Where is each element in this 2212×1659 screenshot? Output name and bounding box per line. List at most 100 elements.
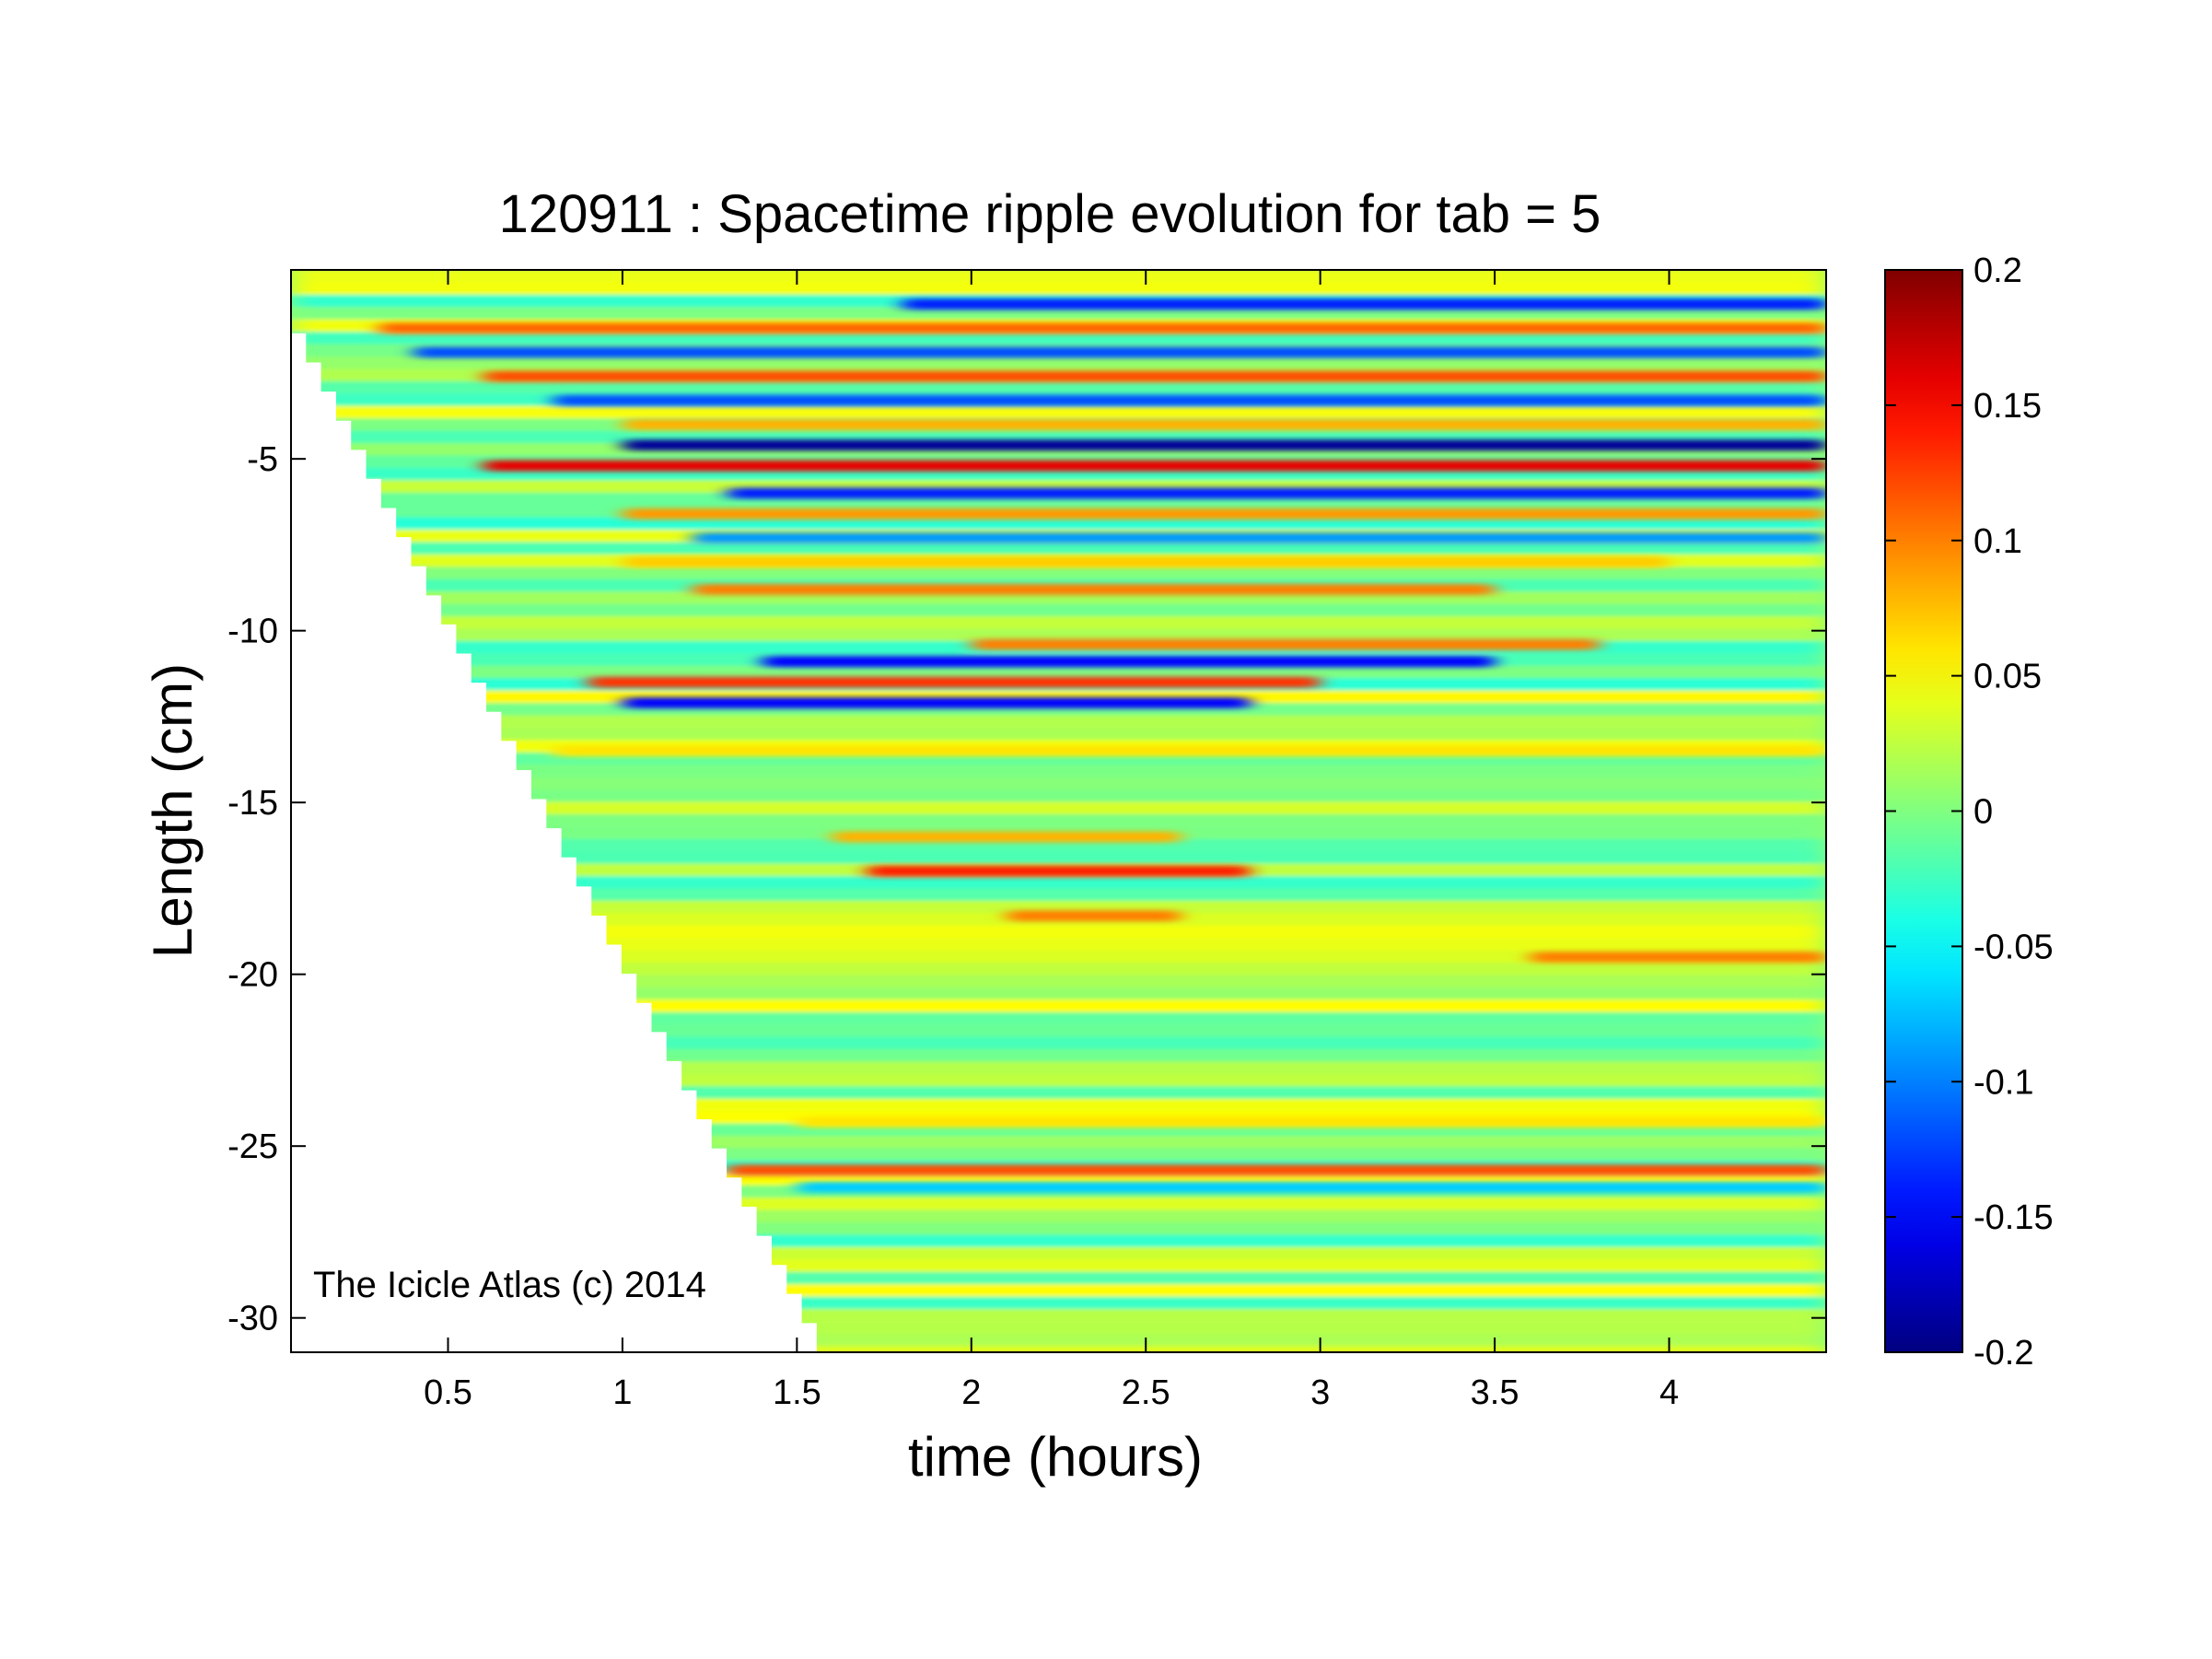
heatmap-texture-stripe <box>291 282 1826 296</box>
heatmap-texture-stripe <box>291 789 1826 802</box>
heatmap-ripple-band <box>797 1181 1826 1193</box>
heatmap-ripple-band <box>483 460 1826 472</box>
heatmap-texture-stripe <box>291 665 1826 679</box>
colorbar-gradient <box>1884 269 1963 1353</box>
heatmap-texture-stripe <box>291 715 1826 729</box>
heatmap-texture-stripe <box>291 332 1826 345</box>
heatmap-texture-stripe <box>291 876 1826 889</box>
heatmap-texture-stripe <box>291 987 1826 1000</box>
heatmap-texture-stripe <box>291 801 1826 815</box>
heatmap-texture-stripe <box>291 517 1826 531</box>
x-tick-label: 4 <box>1659 1373 1679 1412</box>
heatmap-texture-stripe <box>291 777 1826 790</box>
heatmap-texture-stripe <box>291 851 1826 865</box>
heatmap-ripple-band <box>622 439 1826 451</box>
x-tick-label: 3 <box>1310 1373 1330 1412</box>
y-tick-label: -25 <box>227 1127 278 1166</box>
heatmap-texture-stripe <box>291 950 1826 964</box>
heatmap-texture-stripe <box>291 975 1826 988</box>
heatmap-texture-stripe <box>291 542 1826 555</box>
colorbar-tick-label: -0.05 <box>1973 928 2054 966</box>
y-axis-label: Length (cm) <box>142 663 204 958</box>
y-tick-label: -20 <box>227 956 278 995</box>
heatmap-texture-stripe <box>291 628 1826 642</box>
heatmap-ripple-band <box>1006 910 1182 922</box>
heatmap-texture-stripe <box>291 888 1826 902</box>
heatmap-texture-stripe <box>291 405 1826 419</box>
growth-front-mask <box>291 304 832 1352</box>
heatmap-ripple-band <box>622 697 1251 708</box>
heatmap-texture-stripe <box>291 1011 1826 1025</box>
heatmap-ripple-band <box>727 487 1826 499</box>
x-tick-label: 3.5 <box>1471 1373 1519 1412</box>
heatmap-ripple-band <box>622 418 1826 430</box>
colorbar-tick-label: -0.1 <box>1973 1063 2033 1102</box>
heatmap-ripple-band <box>832 831 1182 843</box>
x-axis-ticks: 0.5 1 1.5 2 2.5 3 3.5 4 <box>424 270 1679 1412</box>
heatmap-ripple-band <box>971 638 1600 650</box>
heatmap-ripple-band <box>622 556 1670 568</box>
y-tick-label: -30 <box>227 1300 278 1338</box>
plot-frame <box>290 269 1827 1353</box>
colorbar-tick-label: 0.1 <box>1973 522 2022 561</box>
x-tick-label: 2 <box>961 1373 981 1412</box>
heatmap-texture-stripe <box>291 765 1826 778</box>
colorbar-tick-label: 0.15 <box>1973 387 2042 426</box>
heatmap-texture-stripe <box>291 938 1826 952</box>
heatmap-texture-stripe <box>291 380 1826 394</box>
heatmap-ripple-band <box>553 745 1826 757</box>
heatmap-texture-stripe <box>291 1036 1826 1050</box>
heatmap-ripple-band <box>797 1116 1826 1128</box>
heatmap-ripple-band <box>902 298 1826 310</box>
heatmap-texture-stripe <box>291 603 1826 617</box>
heatmap-texture-stripe <box>291 270 1826 283</box>
heatmap-plot-area: 0.5 1 1.5 2 2.5 3 3.5 4 -5 -10 -15 -20 -25 -30 <box>227 269 1827 1412</box>
heatmap-ripple-band <box>378 322 1826 334</box>
x-tick-label: 1 <box>612 1373 632 1412</box>
heatmap-texture-stripe <box>291 1049 1826 1062</box>
heatmap-texture-stripe <box>291 616 1826 629</box>
heatmap-ripple-band <box>762 656 1496 668</box>
colorbar-tick-label: 0.05 <box>1973 658 2042 696</box>
heatmap-texture-stripe <box>291 813 1826 827</box>
heatmap-texture-stripe <box>291 1346 1826 1352</box>
heatmap-ripple-band <box>867 865 1251 877</box>
colorbar: 0.2 0.15 0.1 0.05 0 -0.05 -0.1 -0.15 -0.2 <box>1884 251 2054 1373</box>
heatmap-texture-stripe <box>291 1024 1826 1038</box>
heatmap-ripple-band <box>588 676 1321 688</box>
x-tick-label: 0.5 <box>424 1373 472 1412</box>
heatmap-texture-stripe <box>291 567 1826 580</box>
colorbar-tick-label: 0.2 <box>1973 251 2022 290</box>
heatmap-ripple-band <box>692 583 1496 595</box>
heatmap-ripple-band <box>553 394 1826 406</box>
chart-title: 120911 : Spacetime ripple evolution for … <box>499 184 1601 244</box>
heatmap-ripple-band <box>692 532 1826 543</box>
y-tick-label: -10 <box>227 613 278 651</box>
heatmap-texture-stripe <box>291 900 1826 914</box>
heatmap-texture-stripe <box>291 727 1826 741</box>
heatmap-texture-stripe <box>291 963 1826 976</box>
heatmap-ripple-band <box>727 1164 1826 1176</box>
x-tick-label: 1.5 <box>773 1373 821 1412</box>
heatmap-ripple-band <box>622 508 1826 520</box>
watermark: The Icicle Atlas (c) 2014 <box>313 1265 706 1305</box>
heatmap-ripple-band <box>413 346 1826 358</box>
x-tick-label: 2.5 <box>1122 1373 1170 1412</box>
y-tick-label: -15 <box>227 784 278 823</box>
colorbar-tick-label: 0 <box>1973 793 1993 832</box>
x-axis-label: time (hours) <box>908 1426 1203 1488</box>
colorbar-tick-label: -0.2 <box>1973 1334 2033 1373</box>
heatmap-texture-stripe <box>291 356 1826 369</box>
heatmap-texture-stripe <box>291 838 1826 852</box>
heatmap-ripple-band <box>483 370 1826 382</box>
colorbar-ticks: 0.2 0.15 0.1 0.05 0 -0.05 -0.1 -0.15 -0.2 <box>1885 251 2054 1373</box>
heatmap-texture-stripe <box>291 999 1826 1013</box>
heatmap-texture-stripe <box>291 925 1826 939</box>
y-tick-label: -5 <box>247 440 278 479</box>
colorbar-tick-label: -0.15 <box>1973 1198 2054 1237</box>
heatmap-ripple-bands <box>378 298 1826 1193</box>
y-axis-ticks: -5 -10 -15 -20 -25 -30 <box>227 440 1826 1338</box>
heatmap-texture-stripe <box>291 307 1826 321</box>
heatmap-ripple-band <box>1529 952 1826 964</box>
